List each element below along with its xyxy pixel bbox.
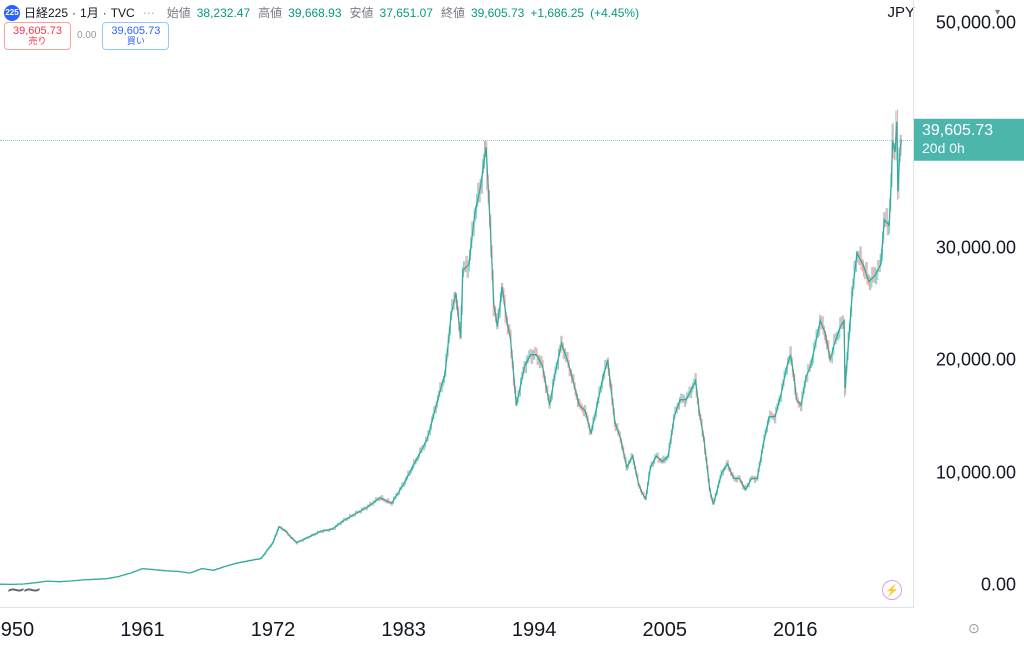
x-tick-label: 1972 bbox=[251, 619, 296, 642]
y-tick-label: 50,000.00 bbox=[936, 12, 1016, 33]
tradingview-logo-icon[interactable]: ⁓⁓ bbox=[8, 580, 40, 600]
x-tick-label: 2005 bbox=[642, 619, 687, 642]
y-axis[interactable]: 50,000.00 30,000.00 20,000.00 10,000.00 0.00… bbox=[913, 0, 1024, 608]
y-tick-label: 10,000.00 bbox=[936, 462, 1016, 483]
axis-settings-icon[interactable]: ⊙ bbox=[968, 620, 984, 636]
y-tick-label: 20,000.00 bbox=[936, 350, 1016, 371]
chart-container: 225 日経225 · 1月 · TVC ⋯ 始値 38,232.47 高値 3… bbox=[0, 0, 1024, 648]
chart-plot-area[interactable] bbox=[0, 0, 914, 608]
y-tick-label: 0.00 bbox=[981, 575, 1016, 596]
bar-countdown: 20d 0h bbox=[922, 140, 1016, 156]
last-price-value: 39,605.73 bbox=[922, 121, 1016, 139]
magnet-icon[interactable]: ⚡ bbox=[882, 580, 902, 600]
y-tick-label: 30,000.00 bbox=[936, 237, 1016, 258]
last-price-line bbox=[0, 140, 914, 141]
x-tick-label: 1950 bbox=[0, 619, 34, 642]
last-price-tag: 39,605.7320d 0h bbox=[914, 118, 1024, 160]
x-tick-label: 1994 bbox=[512, 619, 557, 642]
x-tick-label: 1961 bbox=[120, 619, 165, 642]
x-tick-label: 1983 bbox=[381, 619, 426, 642]
x-axis[interactable]: 1950 1961 1972 1983 1994 2005 2016 bbox=[0, 607, 914, 648]
x-tick-label: 2016 bbox=[773, 619, 818, 642]
